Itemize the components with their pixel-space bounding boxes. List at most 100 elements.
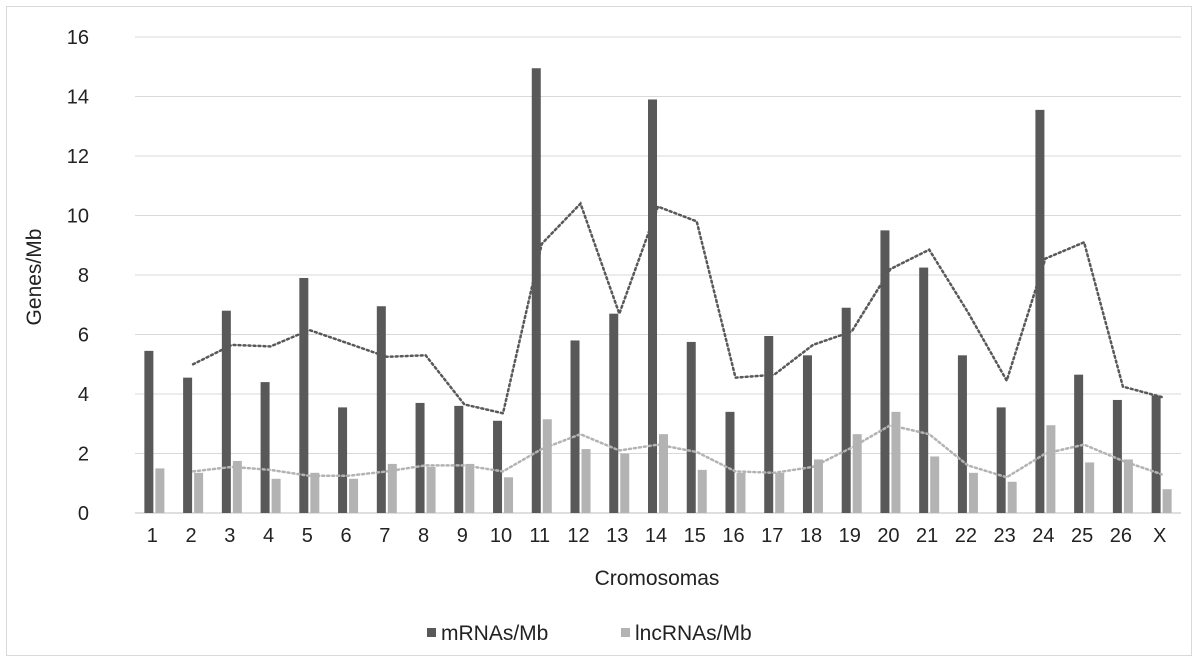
x-tick-label-10: 10 bbox=[490, 525, 512, 547]
bar-mrna-24 bbox=[1035, 109, 1045, 513]
bar-lncrna-26 bbox=[1123, 459, 1133, 513]
bar-lncrna-6 bbox=[349, 478, 359, 513]
trendline-lncrna bbox=[191, 423, 1163, 479]
x-tick-label-7: 7 bbox=[379, 525, 390, 547]
bar-mrna-3 bbox=[221, 310, 231, 513]
legend-label-mrna: mRNAs/Mb bbox=[441, 622, 548, 645]
bar-lncrna-10 bbox=[504, 477, 514, 513]
bar-lncrna-2 bbox=[194, 472, 204, 513]
bar-mrna-1 bbox=[144, 350, 154, 513]
x-tick-label-21: 21 bbox=[916, 525, 938, 547]
bar-lncrna-21 bbox=[930, 456, 940, 513]
bar-lncrna-5 bbox=[310, 472, 320, 513]
bar-mrna-4 bbox=[260, 382, 270, 513]
x-tick-label-23: 23 bbox=[994, 525, 1016, 547]
x-tick-label-14: 14 bbox=[645, 525, 667, 547]
x-tick-label-9: 9 bbox=[457, 525, 468, 547]
bar-mrna-23 bbox=[996, 407, 1006, 513]
bar-mrna-22 bbox=[957, 355, 967, 513]
bar-lncrna-12 bbox=[581, 449, 591, 513]
x-tick-label-11: 11 bbox=[529, 525, 550, 547]
bar-mrna-14 bbox=[648, 99, 657, 513]
bar-mrna-20 bbox=[880, 230, 890, 513]
x-tick-label-16: 16 bbox=[722, 525, 744, 547]
x-tick-label-12: 12 bbox=[567, 525, 589, 547]
bar-mrna-9 bbox=[454, 405, 464, 513]
bar-lncrna-16 bbox=[736, 472, 746, 513]
y-tick-label-6: 6 bbox=[78, 325, 89, 347]
legend: mRNAs/Mb lncRNAs/Mb bbox=[427, 622, 752, 645]
bar-mrna-6 bbox=[338, 407, 348, 513]
y-tick-label-14: 14 bbox=[67, 87, 89, 109]
y-tick-label-0: 0 bbox=[78, 503, 89, 525]
x-axis-title: Cromosomas bbox=[595, 567, 720, 590]
x-tick-label-5: 5 bbox=[302, 525, 313, 547]
legend-swatch-mrna bbox=[427, 628, 436, 637]
bar-lncrna-8 bbox=[426, 466, 436, 513]
bar-mrna-11 bbox=[531, 68, 541, 514]
x-tick-label-20: 20 bbox=[877, 525, 899, 547]
x-tick-label-22: 22 bbox=[955, 525, 977, 547]
bar-mrna-19 bbox=[841, 307, 851, 513]
y-axis-ticks: 0 2 4 6 8 10 12 14 16 bbox=[67, 27, 89, 525]
legend-swatch-lncrna bbox=[621, 628, 630, 637]
x-tick-label-4: 4 bbox=[263, 525, 274, 547]
bar-mrna-18 bbox=[802, 355, 812, 513]
bar-lncrna-1 bbox=[155, 468, 165, 513]
bar-lncrna-24 bbox=[1046, 425, 1056, 513]
bar-lncrna-25 bbox=[1085, 462, 1095, 513]
bar-mrna-10 bbox=[493, 420, 503, 513]
bar-lncrna-15 bbox=[697, 469, 707, 513]
x-tick-label-X: X bbox=[1153, 525, 1166, 547]
y-tick-label-10: 10 bbox=[67, 206, 89, 228]
bar-mrna-21 bbox=[919, 267, 929, 513]
x-tick-label-2: 2 bbox=[186, 525, 197, 547]
bar-lncrna-23 bbox=[1007, 481, 1017, 513]
bar-lncrna-14 bbox=[659, 434, 668, 513]
bar-lncrna-9 bbox=[465, 463, 475, 513]
x-axis-ticks: 1 2 3 4 5 6 7 8 9 10 11 12 13 14 15 16 17 18 19 20 21 22 23 24 2… bbox=[147, 525, 1166, 547]
bar-mrna-13 bbox=[609, 313, 619, 513]
x-tick-label-19: 19 bbox=[839, 525, 861, 547]
bar-lncrna-7 bbox=[387, 463, 397, 513]
bar-mrna-15 bbox=[686, 341, 696, 513]
x-tick-label-25: 25 bbox=[1071, 525, 1093, 547]
bar-mrna-25 bbox=[1074, 374, 1084, 513]
bar-mrna-26 bbox=[1112, 399, 1122, 513]
x-tick-label-18: 18 bbox=[800, 525, 822, 547]
trendline-mrna bbox=[191, 201, 1163, 415]
bar-lncrna-20 bbox=[891, 411, 901, 513]
bar-lncrna-11 bbox=[542, 419, 552, 513]
bar-mrna-8 bbox=[415, 402, 425, 513]
bar-mrna-2 bbox=[183, 377, 193, 513]
legend-label-lncrna: lncRNAs/Mb bbox=[635, 622, 752, 645]
chart-frame: 0 2 4 6 8 10 12 14 16 1 2 3 4 5 6 7 8 9 10 11 12 13 14 15 16 17 1… bbox=[6, 6, 1192, 656]
gridlines bbox=[135, 36, 1181, 514]
bar-mrna-7 bbox=[376, 306, 386, 513]
x-tick-label-24: 24 bbox=[1032, 525, 1054, 547]
y-axis-title: Genes/Mb bbox=[23, 229, 46, 326]
bar-lncrna-X bbox=[1162, 489, 1172, 513]
bar-lncrna-3 bbox=[232, 460, 242, 513]
y-tick-label-12: 12 bbox=[67, 146, 89, 168]
bar-mrna-X bbox=[1151, 395, 1161, 513]
y-tick-label-4: 4 bbox=[78, 384, 89, 406]
bars bbox=[144, 68, 1172, 514]
x-tick-label-26: 26 bbox=[1110, 525, 1132, 547]
bar-mrna-16 bbox=[725, 411, 735, 513]
bar-lncrna-17 bbox=[775, 472, 785, 513]
y-tick-label-8: 8 bbox=[78, 265, 89, 287]
y-tick-label-2: 2 bbox=[78, 444, 89, 466]
x-tick-label-17: 17 bbox=[761, 525, 783, 547]
bar-mrna-5 bbox=[299, 277, 309, 513]
x-tick-label-13: 13 bbox=[606, 525, 628, 547]
bar-mrna-12 bbox=[570, 340, 580, 513]
x-tick-label-15: 15 bbox=[684, 525, 706, 547]
bar-mrna-17 bbox=[764, 335, 774, 513]
x-tick-label-6: 6 bbox=[341, 525, 352, 547]
bar-lncrna-19 bbox=[852, 434, 862, 513]
bar-lncrna-13 bbox=[620, 453, 630, 513]
x-tick-label-8: 8 bbox=[418, 525, 429, 547]
x-tick-label-3: 3 bbox=[224, 525, 235, 547]
